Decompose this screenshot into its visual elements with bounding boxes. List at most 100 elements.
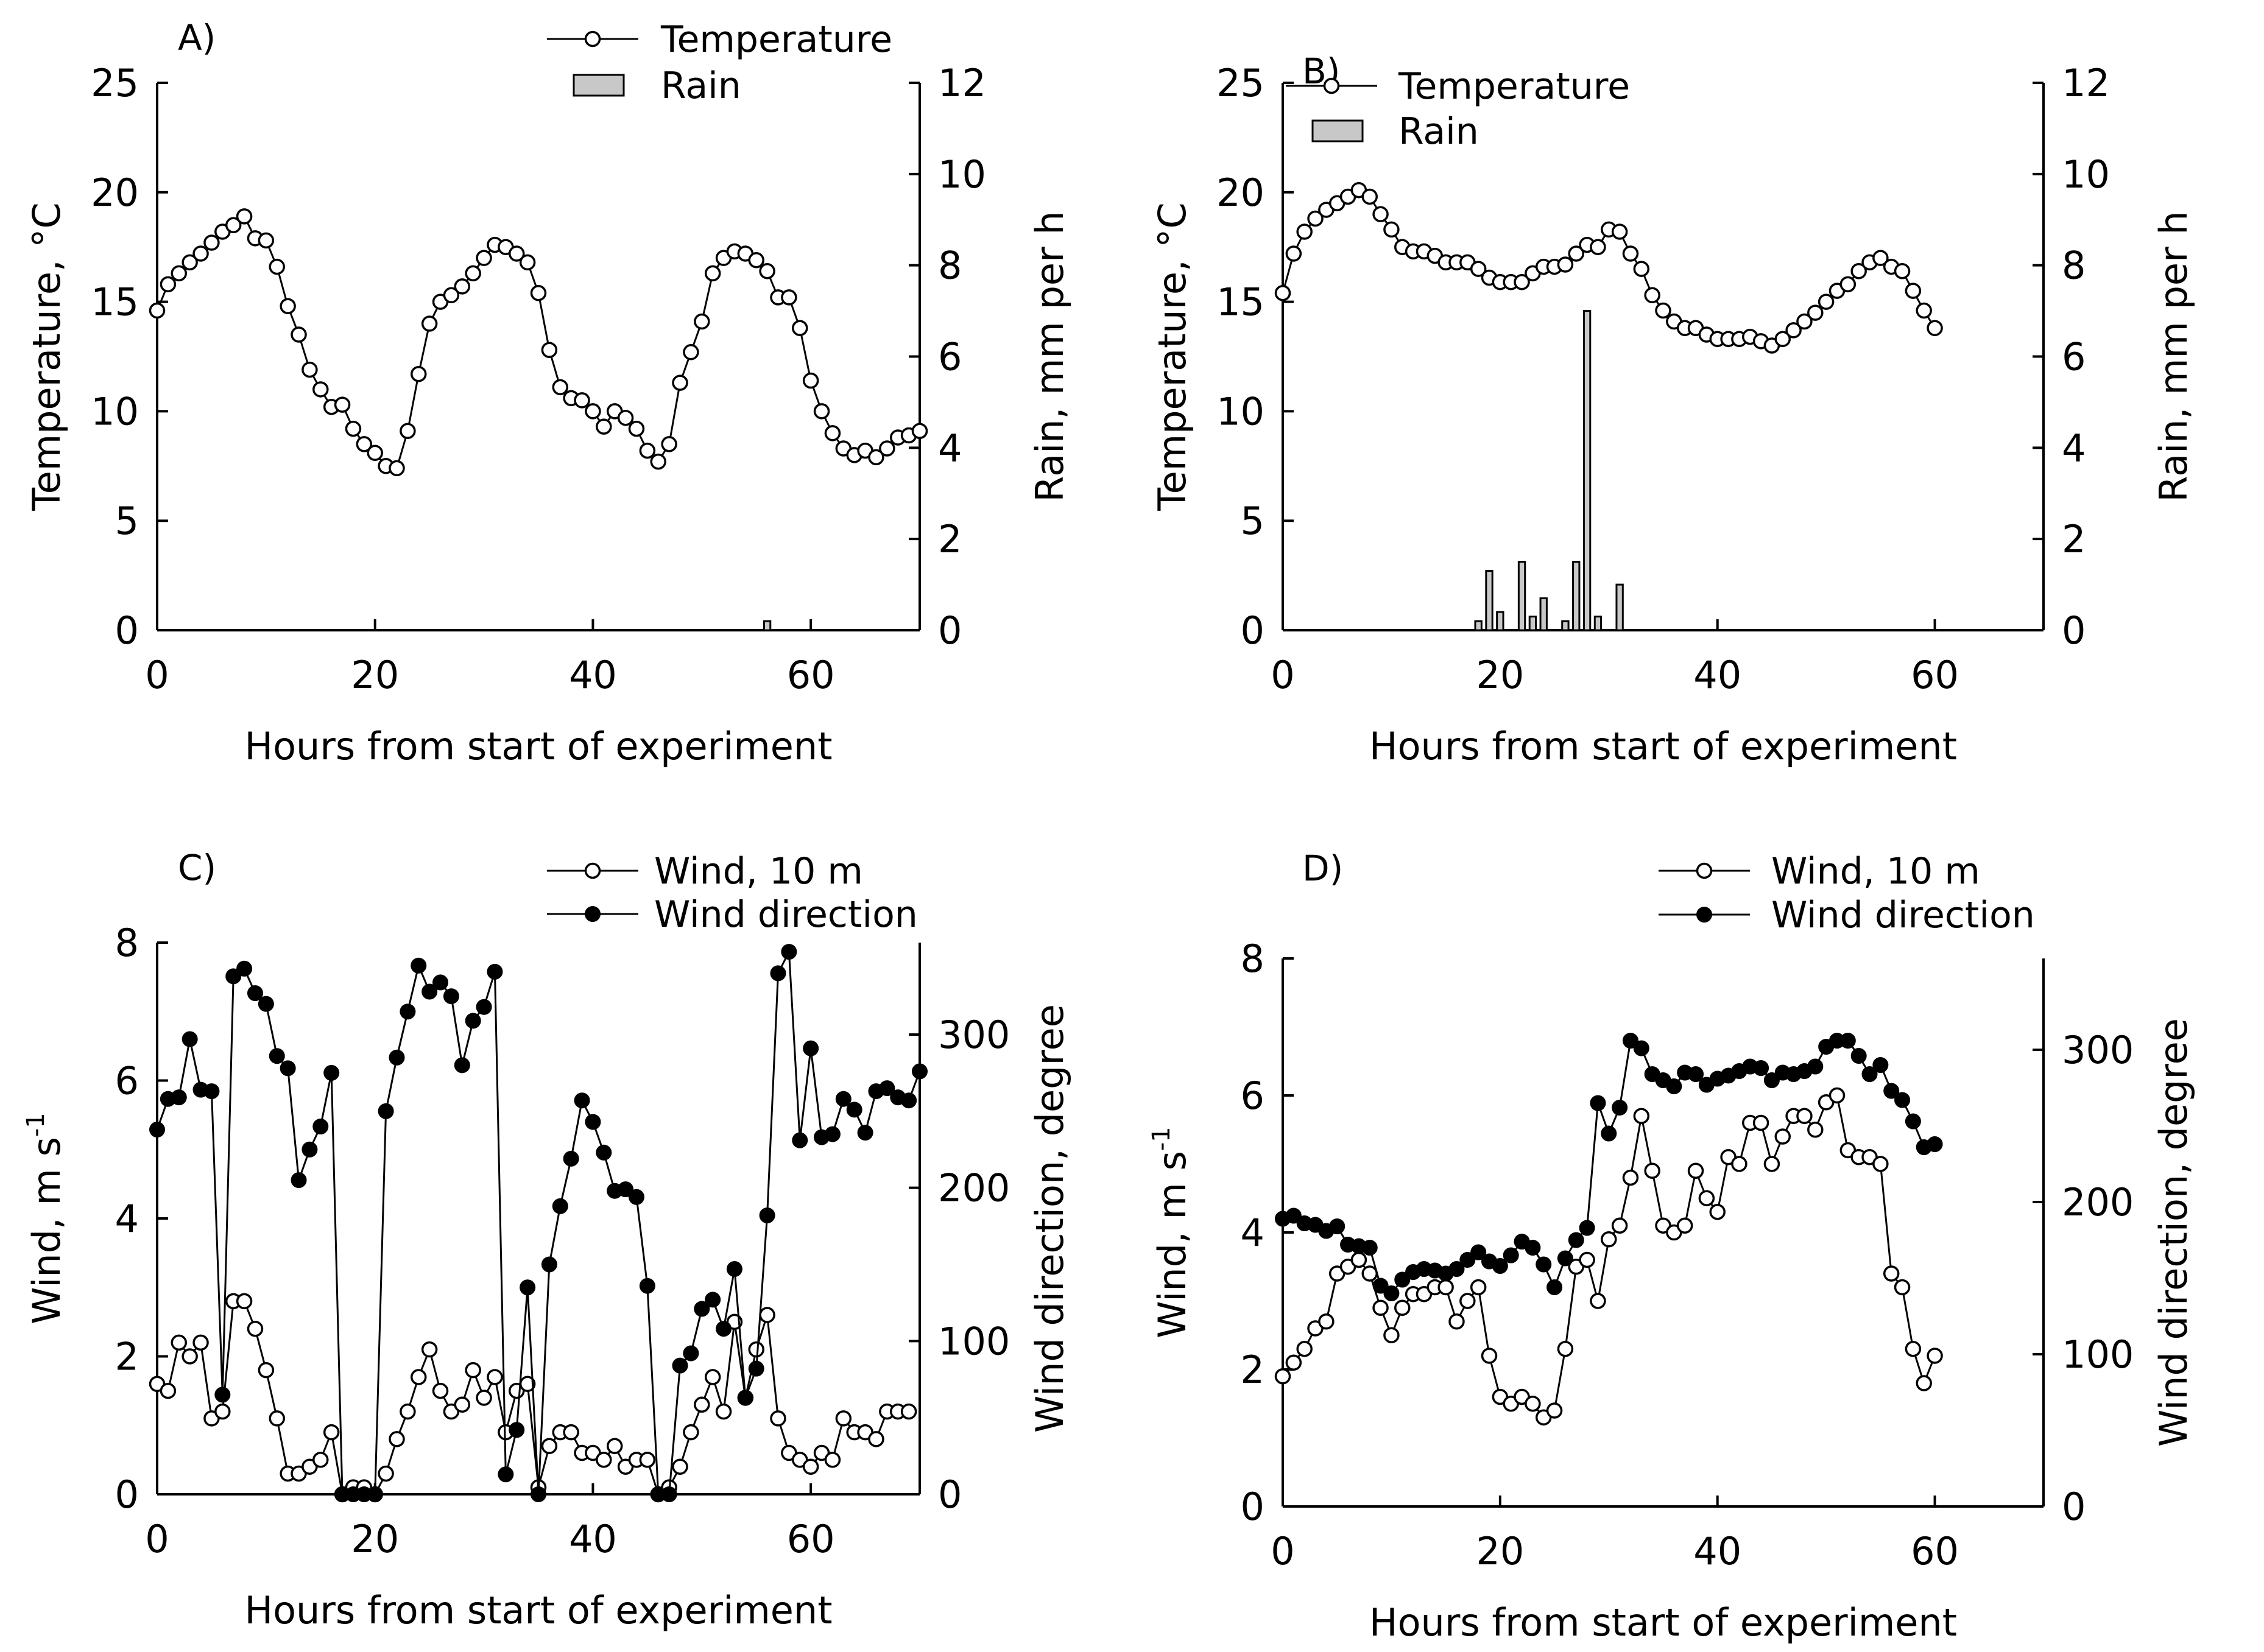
data-point-open xyxy=(454,1396,471,1413)
rain-bar xyxy=(1517,561,1526,631)
x-tick-label: 0 xyxy=(1271,1529,1294,1573)
data-point-filled xyxy=(1285,1207,1302,1224)
data-point-open xyxy=(1644,1162,1660,1179)
data-point-open xyxy=(519,254,536,271)
data-point-open xyxy=(432,1382,449,1399)
data-point-open xyxy=(1318,1313,1335,1330)
data-point-open xyxy=(650,453,666,470)
data-point-filled xyxy=(1763,1072,1780,1088)
data-point-filled xyxy=(705,1292,721,1308)
data-point-filled xyxy=(487,963,503,980)
data-point-filled xyxy=(541,1256,557,1273)
x-tick-label: 0 xyxy=(1271,653,1294,697)
data-point-open xyxy=(781,289,797,306)
data-point-open xyxy=(1644,287,1660,304)
data-point-open xyxy=(1481,1348,1498,1364)
y2-tick-label: 300 xyxy=(2062,1028,2134,1072)
data-point-open xyxy=(911,423,928,440)
series-wind-direction xyxy=(1275,1033,1943,1301)
legend-marker xyxy=(1696,907,1712,923)
rain-bar xyxy=(1593,616,1603,631)
data-point-open xyxy=(1905,1341,1922,1357)
data-point-open xyxy=(541,1438,558,1454)
panel-label: D) xyxy=(1302,848,1343,889)
data-point-filled xyxy=(1329,1218,1345,1234)
x-tick-label: 0 xyxy=(145,653,169,697)
data-point-open xyxy=(661,436,677,452)
y2-tick-label: 8 xyxy=(2062,244,2086,288)
data-point-open xyxy=(1350,1251,1367,1268)
data-point-open xyxy=(1383,221,1400,238)
data-point-open xyxy=(389,1431,405,1447)
data-point-open xyxy=(759,263,775,279)
data-point-open xyxy=(1470,1279,1487,1296)
y2-tick-label: 0 xyxy=(2062,1485,2086,1529)
data-point-open xyxy=(1372,206,1389,223)
y2-tick-label: 300 xyxy=(938,1013,1010,1057)
legend-label: Wind, 10 m xyxy=(1771,850,1980,893)
y-axis-label-superscript: -1 xyxy=(22,1112,50,1137)
data-point-filled xyxy=(421,983,438,1000)
data-point-open xyxy=(192,1334,209,1351)
data-point-open xyxy=(1525,1396,1541,1412)
data-point-filled xyxy=(269,1048,285,1064)
x-tick-label: 20 xyxy=(351,1517,399,1561)
rain-bar xyxy=(1528,616,1537,631)
legend-bar-swatch xyxy=(573,74,625,97)
rain-bar xyxy=(1615,583,1624,631)
data-point-open xyxy=(1394,1299,1411,1316)
x-axis-label: Hours from start of experiment xyxy=(244,724,832,768)
data-point-filled xyxy=(378,1103,394,1119)
data-point-open xyxy=(1546,1402,1563,1419)
y-tick-label: 5 xyxy=(115,499,139,543)
x-axis-label: Hours from start of experiment xyxy=(1369,1600,1957,1645)
data-point-open xyxy=(1894,263,1911,279)
data-point-open xyxy=(868,449,884,466)
legend-label: Wind direction xyxy=(654,893,918,936)
data-point-filled xyxy=(912,1063,928,1080)
data-point-filled xyxy=(1927,1136,1943,1152)
panel-label: C) xyxy=(178,847,216,888)
y-tick-label: 10 xyxy=(91,389,139,434)
data-point-filled xyxy=(1383,1285,1400,1301)
y2-tick-label: 10 xyxy=(938,152,986,197)
data-point-open xyxy=(1383,1327,1400,1343)
data-point-open xyxy=(1785,322,1802,339)
data-point-filled xyxy=(1557,1250,1573,1267)
data-point-open xyxy=(802,372,819,389)
panel-b: 0 20 40 60 0 5 10 15 20 25 0 2 4 6 8 10 12 Hours from sta… xyxy=(1150,51,2196,768)
data-point-filled xyxy=(1839,1033,1856,1049)
data-point-filled xyxy=(367,1486,383,1502)
data-point-open xyxy=(1796,313,1813,330)
legend-label: Rain xyxy=(661,65,741,107)
data-point-filled xyxy=(639,1278,655,1294)
data-point-open xyxy=(1633,261,1650,277)
data-point-open xyxy=(1579,1251,1595,1268)
y2-tick-label: 12 xyxy=(2062,61,2110,105)
data-point-open xyxy=(171,265,188,282)
data-point-filled xyxy=(312,1119,329,1134)
data-point-open xyxy=(1796,1108,1813,1124)
data-point-filled xyxy=(280,1060,296,1077)
rain-bar xyxy=(1561,620,1570,631)
series-rain xyxy=(1474,310,1624,631)
data-point-open xyxy=(171,1334,188,1351)
data-point-open xyxy=(149,302,166,319)
x-tick-label: 60 xyxy=(1911,1529,1959,1573)
x-tick-label: 40 xyxy=(569,653,617,697)
data-point-open xyxy=(214,1403,231,1420)
legend-label: Rain xyxy=(1398,110,1479,153)
data-point-open xyxy=(356,436,373,452)
y2-tick-label: 2 xyxy=(938,517,962,561)
legend-marker xyxy=(585,906,601,922)
data-point-filled xyxy=(214,1387,231,1403)
data-point-filled xyxy=(1753,1060,1769,1076)
data-point-filled xyxy=(520,1279,536,1296)
data-point-filled xyxy=(203,1083,220,1100)
data-point-open xyxy=(1296,223,1313,240)
data-point-open xyxy=(813,403,830,420)
data-point-open xyxy=(465,265,481,282)
data-point-filled xyxy=(1883,1083,1900,1099)
